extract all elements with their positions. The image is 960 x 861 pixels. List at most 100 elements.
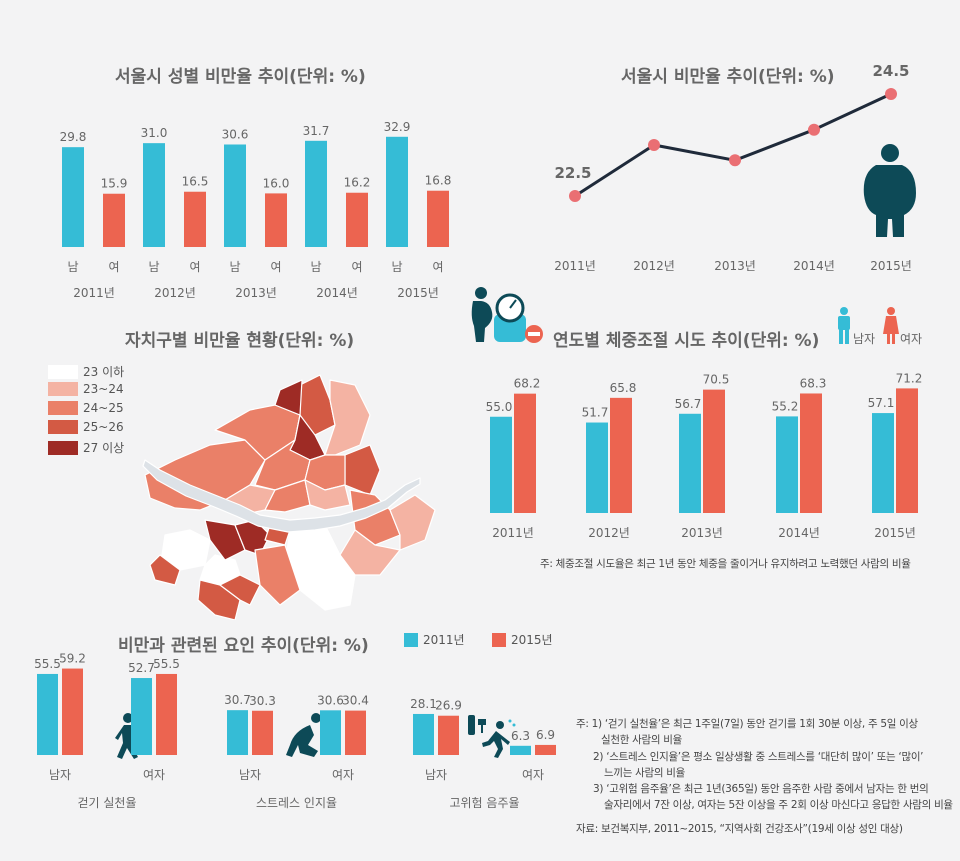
district-map (142, 374, 436, 620)
point-label: 22.5 (554, 164, 591, 182)
note-line: 3) ‘고위험 음주율’은 최근 1년(365일) 동안 음주한 사람 중에서 … (593, 783, 929, 795)
value-label: 55.5 (34, 657, 61, 671)
bar (156, 673, 177, 755)
value-label: 6.3 (511, 729, 530, 743)
value-label: 16.5 (182, 175, 209, 189)
bar (345, 710, 366, 755)
weight-note: 주: 체중조절 시도율은 최근 1년 동안 체중을 줄이거나 유지하려고 노력했… (540, 558, 911, 570)
legend-swatch (492, 632, 506, 647)
value-label: 30.6 (222, 127, 249, 141)
value-label: 16.0 (263, 176, 290, 190)
value-label: 29.8 (60, 130, 87, 144)
year-label: 2013년 (235, 286, 277, 300)
value-label: 31.0 (141, 126, 168, 140)
trend-line (574, 92, 892, 198)
value-label: 16.2 (344, 176, 371, 190)
bar (896, 388, 918, 513)
factors-chart-title: 비만과 관련된 요인 추이(단위: %) (118, 636, 369, 656)
legend-label: 27 이상 (83, 441, 125, 455)
bar (872, 413, 894, 513)
legend-label: 23~24 (83, 382, 124, 396)
bar (37, 673, 58, 755)
legend-swatch (48, 401, 78, 415)
sub-label: 여 (432, 260, 443, 274)
note-line: 느끼는 사람의 비율 (604, 767, 685, 779)
bar (227, 710, 248, 755)
weight-chart-title: 연도별 체중조절 시도 추이(단위: %) (553, 331, 820, 351)
note-line: 실천한 사람의 비율 (601, 734, 682, 746)
year-label: 2011년 (73, 286, 115, 300)
district-center-4 (264, 479, 311, 513)
bar (131, 678, 152, 755)
sub-label: 여 (351, 260, 362, 274)
sub-label: 여자 (332, 768, 354, 782)
bar (610, 397, 632, 513)
year-label: 2011년 (492, 526, 534, 540)
value-label: 30.7 (224, 693, 251, 707)
factors-legend-2011: 2011년 (404, 631, 465, 648)
value-label: 28.1 (410, 697, 437, 711)
sub-label: 남 (148, 260, 159, 274)
value-label: 68.3 (800, 376, 827, 390)
value-label: 71.2 (896, 371, 923, 385)
year-label: 2013년 (714, 259, 756, 273)
bar (143, 143, 165, 247)
value-label: 55.0 (486, 400, 513, 414)
value-label: 59.2 (59, 652, 86, 666)
value-label: 65.8 (610, 381, 637, 395)
value-label: 30.3 (249, 694, 276, 708)
sub-label: 남자 (425, 768, 447, 782)
year-label: 2015년 (397, 286, 439, 300)
year-label: 2012년 (633, 259, 675, 273)
legend-label: 24~25 (83, 401, 124, 415)
legend-swatch (404, 632, 418, 647)
map-legend-item: 27 이상 (48, 439, 124, 456)
value-label: 26.9 (435, 699, 462, 713)
value-label: 52.7 (128, 661, 155, 675)
value-label: 70.5 (703, 373, 730, 387)
sub-label: 여자 (143, 768, 165, 782)
group-label: 고위험 음주율 (449, 796, 519, 810)
sub-label: 남 (229, 260, 240, 274)
value-label: 55.2 (772, 399, 799, 413)
legend-female-label: 여자 (900, 332, 923, 346)
map-legend-item: 23~24 (48, 382, 124, 396)
value-label: 56.7 (675, 397, 702, 411)
value-label: 30.6 (317, 693, 344, 707)
bar (305, 140, 327, 247)
sub-label: 남 (67, 260, 78, 274)
year-label: 2012년 (154, 286, 196, 300)
legend-label: 2015년 (511, 633, 553, 647)
bar (679, 413, 701, 513)
weight-bar-chart: 55.068.2 2011년 51.765.8 2012년 56.770.5 2013년 5… (486, 371, 923, 540)
value-label: 6.9 (536, 728, 555, 742)
data-point (808, 123, 820, 136)
bar (510, 745, 531, 755)
factors-legend-2015: 2015년 (492, 631, 553, 648)
data-point (569, 190, 581, 202)
map-legend-item: 23 이하 (48, 363, 124, 380)
sub-label: 남자 (239, 768, 261, 782)
legend-label: 25~26 (83, 420, 124, 434)
legend-swatch (48, 420, 78, 434)
data-point (729, 154, 741, 167)
year-label: 2014년 (778, 526, 820, 540)
map-legend-item: 24~25 (48, 401, 124, 415)
value-label: 31.7 (303, 124, 330, 138)
group-label: 스트레스 인지율 (256, 796, 337, 810)
legend-swatch (48, 382, 78, 396)
value-label: 16.8 (425, 174, 452, 188)
bar (800, 393, 822, 513)
district-southeast-2 (389, 494, 436, 551)
bar (224, 144, 246, 247)
bar (490, 416, 512, 513)
source-line: 자료: 보건복지부, 2011~2015, “지역사회 건강조사”(19세 이상… (576, 823, 903, 835)
legend-male-label: 남자 (853, 332, 876, 346)
year-label: 2015년 (874, 526, 916, 540)
district-south-5 (219, 574, 261, 606)
year-label: 2013년 (681, 526, 723, 540)
bar (427, 190, 449, 247)
bar (703, 389, 725, 513)
sub-label: 여 (108, 260, 119, 274)
bar (346, 192, 368, 247)
